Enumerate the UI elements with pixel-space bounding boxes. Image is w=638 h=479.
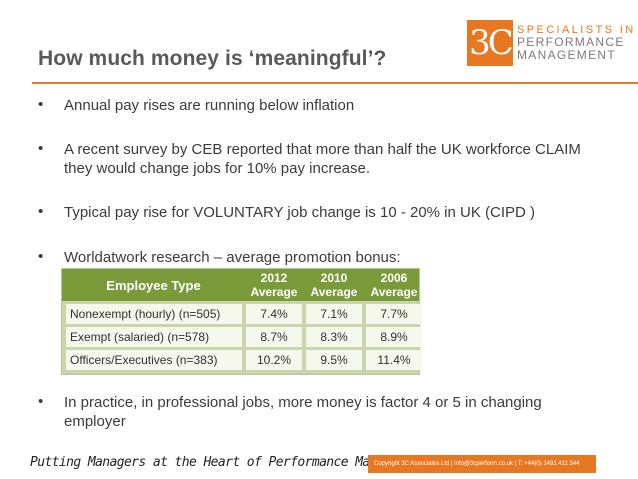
- table-header-col: 2010 Average: [306, 269, 362, 301]
- row-label: Exempt (salaried) (n=578): [66, 327, 242, 347]
- bullet-dot-icon: •: [38, 203, 44, 220]
- row-value: 7.4%: [246, 304, 302, 324]
- table-row: Officers/Executives (n=383) 10.2% 9.5% 1…: [66, 350, 422, 372]
- logo-mark: 3C: [467, 20, 514, 66]
- row-value: 8.9%: [366, 327, 422, 347]
- header-year: 2012: [260, 271, 288, 285]
- row-label: Nonexempt (hourly) (n=505): [66, 304, 242, 324]
- table-header-col: 2006 Average: [366, 269, 422, 301]
- header-year: 2010: [320, 271, 348, 285]
- footer-tagline: Putting Managers at the Heart of Perform…: [30, 455, 428, 470]
- bullet-text: A recent survey by CEB reported that mor…: [64, 141, 581, 177]
- row-value: 8.7%: [246, 327, 302, 347]
- logo-text: SPECIALISTS IN PERFORMANCE MANAGEMENT: [517, 24, 637, 62]
- slide-title: How much money is ‘meaningful’?: [38, 47, 387, 70]
- header-year: 2006: [380, 271, 408, 285]
- table-header-col: 2012 Average: [246, 269, 302, 301]
- bullet-text: Typical pay rise for VOLUNTARY job chang…: [64, 204, 536, 221]
- bullet-text: In practice, in professional jobs, more …: [64, 394, 542, 430]
- bullet-text: Annual pay rises are running below infla…: [64, 97, 355, 114]
- row-value: 7.7%: [366, 304, 422, 324]
- bullet-dot-icon: •: [38, 393, 44, 410]
- promotion-bonus-table: Employee Type 2012 Average 2010 Average …: [61, 268, 422, 375]
- title-divider: [32, 82, 638, 84]
- row-value: 7.1%: [306, 304, 362, 324]
- bullet-dot-icon: •: [38, 96, 44, 113]
- bullet-dot-icon: •: [38, 248, 44, 265]
- logo-mark-text: 3C: [469, 23, 514, 63]
- row-value: 10.2%: [246, 350, 302, 370]
- table-header-employee-type: Employee Type: [106, 277, 201, 293]
- header-label: Average: [250, 285, 298, 299]
- logo-line-3: MANAGEMENT: [517, 48, 617, 62]
- table-row: Exempt (salaried) (n=578) 8.7% 8.3% 8.9%: [66, 327, 422, 349]
- logo-line-2: PERFORMANCE: [517, 35, 625, 49]
- row-value: 11.4%: [366, 350, 422, 370]
- bullet-text: Worldatwork research – average promotion…: [64, 249, 401, 266]
- row-label: Officers/Executives (n=383): [66, 350, 242, 370]
- table-row: Nonexempt (hourly) (n=505) 7.4% 7.1% 7.7…: [66, 304, 422, 326]
- row-value: 8.3%: [306, 327, 362, 347]
- company-logo: 3C SPECIALISTS IN PERFORMANCE MANAGEMENT: [464, 20, 638, 75]
- header-label: Average: [310, 285, 358, 299]
- table-header: Employee Type 2012 Average 2010 Average …: [62, 269, 419, 301]
- header-label: Average: [370, 285, 418, 299]
- logo-line-1: SPECIALISTS IN: [517, 24, 636, 36]
- bullet-dot-icon: •: [38, 140, 44, 157]
- row-value: 9.5%: [306, 350, 362, 370]
- footer-copyright-bar: Copyright 3C Associates Ltd | info@3cper…: [368, 455, 596, 473]
